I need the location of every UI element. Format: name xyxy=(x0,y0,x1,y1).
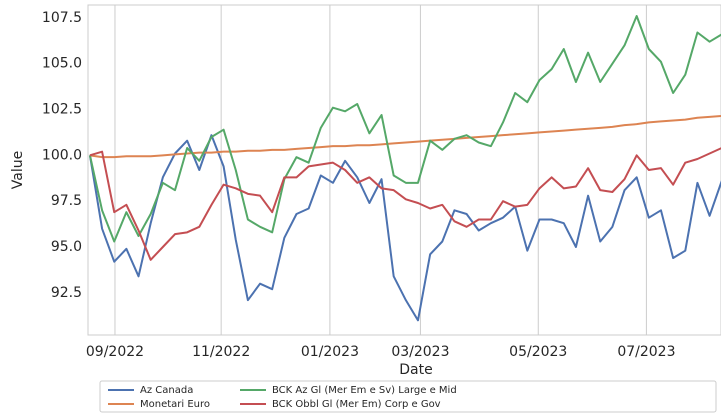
x-axis-label: Date xyxy=(399,362,432,378)
y-tick-label: 107.5 xyxy=(42,10,82,26)
y-tick-label: 102.5 xyxy=(42,102,82,118)
series-line xyxy=(88,134,721,322)
legend: Az Canada Monetari Euro BCK Az Gl (Mer Em … xyxy=(108,385,457,410)
legend-label: BCK Obbl Gl (Mer Em) Corp e Gov xyxy=(272,399,441,410)
x-tick-label: 09/2022 xyxy=(86,344,144,360)
legend-label: Monetari Euro xyxy=(140,399,210,410)
x-tick-label: 03/2023 xyxy=(391,344,449,360)
y-tick-label: 92.5 xyxy=(51,285,82,301)
lines xyxy=(88,15,721,322)
x-tick-label: 05/2023 xyxy=(509,344,567,360)
x-tick-label: 11/2022 xyxy=(192,344,250,360)
legend-label: BCK Az Gl (Mer Em e Sv) Large e Mid xyxy=(272,385,457,396)
y-tick-label: 100.0 xyxy=(42,147,82,163)
legend-label: Az Canada xyxy=(140,385,193,396)
grid xyxy=(114,5,647,335)
y-tick-label: 97.5 xyxy=(51,193,82,209)
ticks: 09/2022 11/2022 01/2023 03/2023 05/2023 07/20… xyxy=(42,10,676,360)
y-tick-label: 105.0 xyxy=(42,56,82,72)
series-line xyxy=(89,147,721,261)
y-tick-label: 95.0 xyxy=(51,239,82,255)
x-tick-label: 01/2023 xyxy=(301,344,359,360)
series-line xyxy=(89,114,721,159)
y-axis-label: Value xyxy=(10,151,26,189)
plot-area xyxy=(87,4,721,336)
x-tick-label: 07/2023 xyxy=(617,344,675,360)
series-line xyxy=(88,15,721,243)
